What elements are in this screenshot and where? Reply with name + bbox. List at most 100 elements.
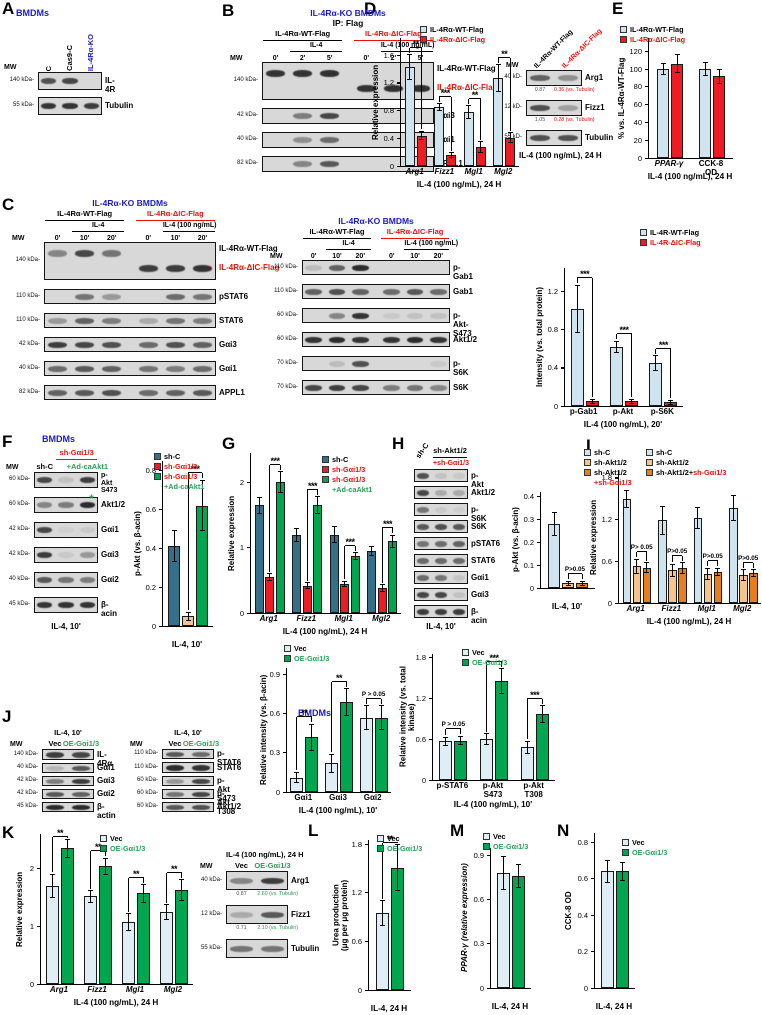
blot-row: 42 kDa- Gαi2	[8, 789, 115, 799]
error-bar	[707, 568, 709, 580]
protein-band	[101, 249, 122, 257]
legend-label: sh-Gαi1/3	[332, 475, 366, 484]
protein-band	[265, 69, 286, 77]
legend-item: IL-4R-WT-Flag	[640, 228, 701, 237]
protein-band	[192, 317, 213, 324]
blot-box	[44, 361, 216, 376]
legend-label: OE-Gαi1/3	[493, 842, 529, 851]
sig-bracket-line	[166, 871, 182, 873]
error-bar-cap	[267, 579, 273, 581]
blot-lane-group-label: +sh-Gαi1/3	[433, 460, 470, 467]
error-bar	[676, 54, 678, 73]
error-bar	[143, 884, 144, 903]
y-tick-mark	[590, 987, 594, 989]
protein-band	[328, 288, 346, 295]
y-tick-mark	[536, 564, 540, 566]
blot-row: 12 kDa- Fizz1 0.71 2.10 (vs. Tubulin)	[198, 905, 311, 933]
blot-box	[38, 72, 102, 90]
blot-box	[414, 588, 468, 601]
bar	[495, 681, 508, 780]
sig-label: P>0.05	[702, 553, 723, 561]
error-bar	[421, 131, 423, 140]
legend-item: OE-Gαi1/3	[622, 848, 667, 857]
error-bar-cap	[539, 721, 545, 723]
sig-bracket-line	[616, 333, 632, 335]
y-tick-mark	[614, 602, 618, 604]
error-bar	[365, 705, 367, 730]
blot-box	[42, 763, 94, 773]
bar	[350, 556, 360, 613]
blot-row: 140 kDa- IL-4Rα	[8, 749, 112, 768]
x-tick-label: Fizz1	[434, 167, 455, 176]
plot-area	[490, 848, 531, 989]
error-bar	[166, 904, 167, 920]
error-bar	[90, 890, 91, 903]
error-bar-cap	[294, 782, 300, 784]
protein-band	[74, 249, 95, 257]
legend-item: IL-4Rα-WT-Flag	[420, 25, 485, 34]
protein-band	[79, 502, 95, 508]
x-tick-label: Mgl1	[125, 985, 145, 994]
mw-label: 82 kDa-	[18, 388, 40, 395]
quant-value: 2.60 (vs. Tubulin)	[257, 891, 298, 897]
blot-row: 70 kDa- S6K	[268, 380, 469, 395]
sig-bracket-drop	[707, 561, 709, 567]
blot-time-row: MW 0' 10' 20' 0' 10' 20'	[10, 232, 216, 242]
chart-n-cck8: CCK-8 OD 0 0.2 0.4 0.6 0.8 IL-4, 24 H Vec OE-Gαi…	[560, 830, 667, 1015]
error-bar-cap	[660, 73, 666, 75]
error-bar	[382, 900, 383, 926]
x-tick-label: Gαi3	[329, 793, 347, 802]
error-bar-cap	[380, 900, 385, 902]
y-tick-mark	[560, 367, 564, 369]
sig-bracket-drop	[541, 698, 543, 704]
protein-band	[45, 778, 65, 784]
lane-time-label: 0'	[388, 253, 395, 260]
protein-band	[191, 804, 211, 810]
sig-label: ***	[345, 536, 355, 547]
blot-row: 40 kDa- Arg1 0.87 2.60 (vs. Tubulin)	[198, 871, 309, 899]
error-bar-cap	[605, 859, 610, 861]
legend-item: IL-4Rα-ΔIC-Flag	[620, 35, 685, 44]
legend: Vec OE-Gαi1/3	[284, 644, 329, 664]
protein-band	[351, 384, 369, 391]
mw-header-label: MW	[230, 55, 243, 62]
blot-box	[44, 242, 216, 280]
x-tick-label: p-Gab1	[569, 407, 598, 416]
blot-row-label: Akt1/2	[453, 334, 478, 344]
blot-lane-group-label: IL-4Rα-WT-Flag	[263, 28, 343, 41]
mw-label: 40 kDa-	[18, 364, 40, 371]
x-axis-label: IL-4, 24 H	[491, 1002, 529, 1011]
error-bar-cap	[551, 512, 557, 514]
error-bar	[631, 399, 632, 404]
error-bar-cap	[695, 507, 701, 509]
error-bar-cap	[256, 512, 262, 514]
protein-band	[79, 602, 95, 608]
protein-band	[452, 557, 466, 564]
lane-time-label: 0'	[54, 235, 61, 242]
blot-lane-group-label: sh-Akt1/2	[433, 445, 467, 458]
sig-bracket-drop	[681, 555, 683, 561]
legend-label: Vec	[493, 832, 506, 841]
error-bar-cap	[141, 884, 146, 886]
protein-band	[79, 477, 95, 483]
sig-bracket-drop	[90, 851, 92, 889]
lane-label: Vec	[168, 739, 182, 748]
panel-label-n: N	[557, 821, 570, 840]
protein-band	[191, 764, 211, 771]
blot-row: 40 kDa- Gαi1	[228, 132, 455, 148]
legend-item: IL-4Rα-ΔIC-Flag	[420, 35, 485, 44]
legend-swatch	[377, 835, 384, 842]
sig-bracket-line	[707, 560, 718, 562]
chart-d-relative-expression: Relative expression ** *** ** ** 0 0.4 0.8 1.2 1.…	[368, 14, 524, 194]
mw-label: 42 kDa-	[8, 526, 30, 532]
error-bar-cap	[705, 578, 711, 580]
plot-area	[594, 833, 635, 989]
legend-item: sh-C	[154, 452, 204, 461]
legend: sh-C sh-Gαi1/3 sh-Gαi1/3 +Ad-caAkt1	[322, 455, 372, 495]
sig-bracket-line	[382, 527, 393, 529]
error-bar-cap	[507, 132, 513, 134]
error-bar-cap	[369, 555, 375, 557]
x-tick-label: p-Akt S473	[482, 781, 504, 799]
blot-box	[414, 571, 468, 584]
protein-band	[452, 489, 466, 496]
